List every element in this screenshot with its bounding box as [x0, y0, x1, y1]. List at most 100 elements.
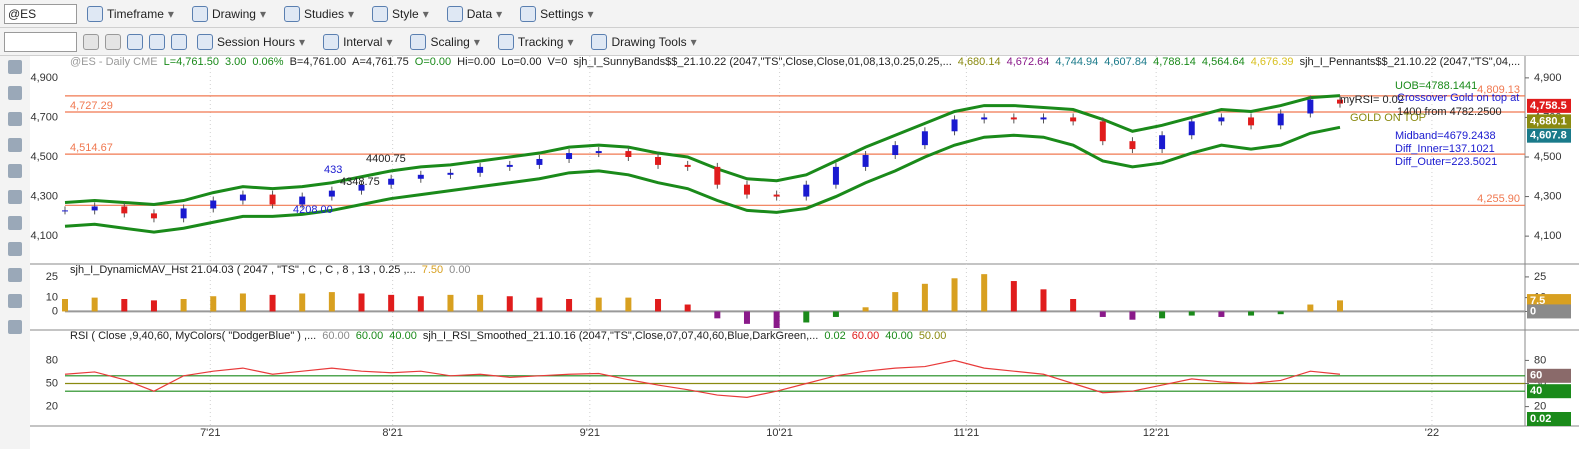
- icon: [191, 5, 208, 22]
- icon[interactable]: [127, 33, 143, 50]
- price-tag-label: 4,607.8: [1530, 130, 1567, 142]
- level-label: 4,809.13: [1477, 84, 1520, 96]
- histogram-bar: [655, 299, 662, 312]
- level-label: 4,514.67: [70, 142, 113, 154]
- annotation: Crossover Gold on top at: [1397, 92, 1519, 104]
- candle: [921, 131, 928, 146]
- candle: [595, 151, 602, 154]
- menu-group: Session Hours ▾ Interval ▾ Scaling ▾ Tracking ▾…: [193, 33, 705, 50]
- histogram-bar: [1040, 289, 1047, 312]
- annotation: 433: [324, 164, 342, 176]
- legend-item: V=0: [547, 56, 567, 68]
- legend-item: 7.50: [422, 264, 443, 276]
- symbol-box[interactable]: @ES: [4, 3, 77, 24]
- menu-item[interactable]: Tracking ▾: [494, 33, 582, 50]
- candle: [506, 164, 513, 167]
- histogram-bar: [150, 300, 157, 312]
- price-tag-label: 40: [1530, 385, 1542, 397]
- legend-item: sjh_I_SunnyBands$$_21.10.22 (2047,"TS",C…: [573, 56, 951, 68]
- icon[interactable]: [149, 33, 165, 50]
- menu-item[interactable]: Interval ▾: [319, 33, 400, 50]
- y-tick-label: 25: [46, 271, 58, 283]
- tool-icon: [8, 164, 22, 178]
- chart-window: 4,9004,9004,7004,7004,5004,5004,3004,300…: [0, 56, 1579, 449]
- icon: [591, 33, 608, 50]
- histogram-bar: [1070, 299, 1077, 312]
- icon: [520, 5, 537, 22]
- menu-group: Timeframe ▾ Drawing ▾ Studies ▾ Style ▾ Data ▾ Set…: [83, 5, 602, 22]
- legend-item: sjh_I_RSI_Smoothed_21.10.16 (2047,"TS",C…: [423, 330, 819, 342]
- legend-item: 3.00: [225, 56, 246, 68]
- menu-label: Studies: [303, 6, 345, 21]
- dropdown-arrow: ▾: [299, 34, 306, 49]
- candle: [655, 157, 662, 165]
- legend-item: 0.06%: [252, 56, 283, 68]
- band-line: [64, 94, 1341, 206]
- price-tag: [1527, 114, 1571, 129]
- interval-box[interactable]: [4, 31, 77, 52]
- icon: [87, 5, 103, 22]
- icon[interactable]: [105, 33, 121, 50]
- histogram-bar: [566, 299, 573, 312]
- icon[interactable]: [171, 33, 187, 50]
- histogram-bar: [1129, 311, 1136, 320]
- icon: [197, 33, 213, 50]
- tool-icon: [8, 268, 22, 282]
- legend-item: 4,788.14: [1153, 56, 1196, 68]
- legend-item: A=4,761.75: [352, 56, 409, 68]
- histogram-bar: [506, 296, 513, 312]
- menu-item[interactable]: Style ▾: [368, 5, 437, 22]
- y-tick-label: 4,100: [30, 230, 58, 242]
- candle: [417, 174, 424, 179]
- price-tag-label: 0.02: [1530, 413, 1551, 425]
- menu-label: Tracking: [517, 34, 564, 49]
- annotation: 4208.00: [293, 204, 333, 216]
- legend-item: Hi=0.00: [457, 56, 495, 68]
- dropdown-arrow: ▾: [259, 6, 266, 21]
- toolbar-secondary: Session Hours ▾ Interval ▾ Scaling ▾ Tracking ▾…: [0, 28, 1579, 56]
- menu-item[interactable]: Session Hours ▾: [193, 33, 313, 50]
- menu-item[interactable]: Scaling ▾: [406, 33, 487, 50]
- histogram-bar: [239, 293, 246, 312]
- menu-item[interactable]: Timeframe ▾: [83, 5, 182, 22]
- candle: [299, 196, 306, 205]
- menu-item[interactable]: Studies ▾: [280, 5, 362, 22]
- histogram-bar: [832, 311, 839, 317]
- x-tick-label: 10'21: [766, 427, 793, 439]
- legend: sjh_I_DynamicMAV_Hst 21.04.03 ( 2047 , "…: [70, 264, 471, 276]
- icon: [497, 33, 514, 50]
- menu-item[interactable]: Drawing ▾: [188, 5, 274, 22]
- icon[interactable]: [83, 33, 99, 50]
- candle: [210, 200, 217, 209]
- legend-item: 4,564.64: [1202, 56, 1245, 68]
- candle: [1040, 117, 1047, 120]
- histogram-bar: [892, 292, 899, 312]
- y-tick-label-right: 4,500: [1534, 151, 1562, 163]
- menu-item[interactable]: Settings ▾: [516, 5, 601, 22]
- candle: [62, 210, 68, 212]
- histogram-bar: [1307, 304, 1314, 312]
- dropdown-arrow: ▾: [386, 34, 393, 49]
- candle: [150, 213, 157, 219]
- candle: [1307, 99, 1314, 114]
- candle: [951, 119, 958, 132]
- y-tick-label-right: 4,100: [1534, 230, 1562, 242]
- tool-icon: [8, 320, 22, 334]
- histogram-bar: [91, 297, 98, 312]
- histogram-bar: [121, 299, 128, 312]
- y-tick-label: 0: [52, 305, 58, 317]
- histogram-bar: [477, 294, 484, 312]
- annotation: 4348.75: [340, 176, 380, 188]
- y-tick-label-right: 4,300: [1534, 190, 1562, 202]
- legend-item: sjh_I_Pennants$$_21.10.22 (2047,"TS",04,…: [1300, 56, 1521, 68]
- candle: [180, 208, 187, 219]
- chart-background: [30, 56, 1579, 449]
- histogram-bar: [62, 299, 68, 312]
- menu-item[interactable]: Data ▾: [443, 5, 510, 22]
- histogram-bar: [328, 292, 335, 312]
- histogram-bar: [1277, 311, 1284, 315]
- price-tag-label: 60: [1530, 370, 1542, 382]
- menu-item[interactable]: Drawing Tools ▾: [587, 33, 704, 50]
- histogram-bar: [447, 294, 454, 312]
- legend-item: 60.00: [356, 330, 384, 342]
